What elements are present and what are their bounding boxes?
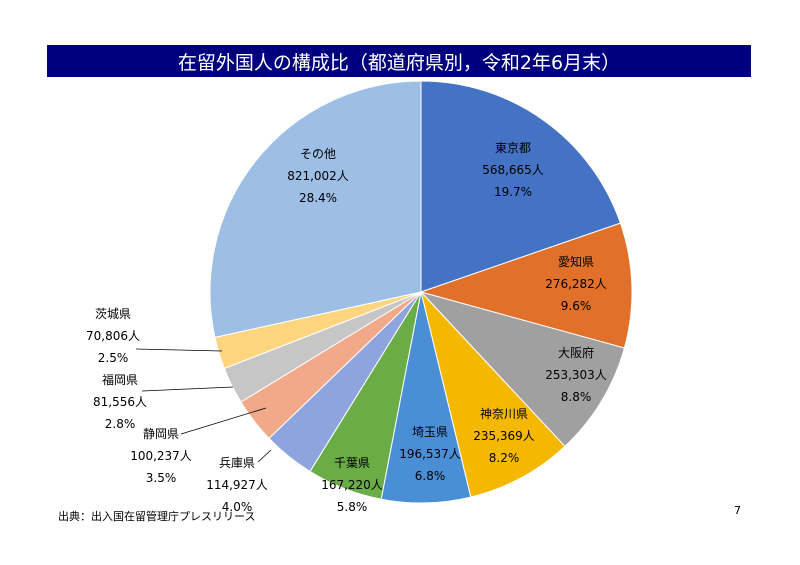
slice-value-label: 70,806人 <box>86 329 140 343</box>
slice-percent-label: 2.8% <box>105 417 136 431</box>
pie-slice-1 <box>420 80 622 293</box>
slice-value-label: 100,237人 <box>130 449 192 463</box>
pie-slice-11 <box>209 80 422 338</box>
slice-value-label: 167,220人 <box>321 478 383 492</box>
slice-value-label: 568,665人 <box>482 163 544 177</box>
slice-value-label: 276,282人 <box>545 277 607 291</box>
pie-slices <box>209 80 633 504</box>
slice-name-label: 埼玉県 <box>412 425 448 439</box>
slice-percent-label: 9.6% <box>561 299 592 313</box>
pie-slice-4 <box>420 290 566 498</box>
slice-percent-label: 2.5% <box>98 351 129 365</box>
leader-line <box>180 407 267 435</box>
slice-percent-label: 8.8% <box>561 390 592 404</box>
slice-name-label: 千葉県 <box>334 456 370 470</box>
slice-value-label: 253,303人 <box>545 368 607 382</box>
slice-name-label: 東京都 <box>495 141 531 155</box>
slice-percent-label: 3.5% <box>146 471 177 485</box>
slice-name-label: 愛知県 <box>558 255 594 269</box>
slice-name-label: その他 <box>300 147 336 161</box>
slice-name-label: 神奈川県 <box>480 407 528 421</box>
slice-percent-label: 6.8% <box>415 469 446 483</box>
source-note: 出典：出入国在留管理庁プレスリリース <box>58 510 256 523</box>
pie-slice-2 <box>419 222 633 349</box>
slice-percent-label: 8.2% <box>489 451 520 465</box>
slice-value-label: 821,002人 <box>287 169 349 183</box>
slice-labels: 東京都 568,665人 19.7% 愛知県 276,282人 9.6% 大阪府 253,30… <box>86 141 607 514</box>
slice-value-label: 235,369人 <box>473 429 535 443</box>
pie-slice-3 <box>419 291 626 448</box>
slice-name-label: 福岡県 <box>102 372 138 387</box>
page-number: 7 <box>734 504 741 517</box>
slice-value-label: 81,556人 <box>93 395 147 409</box>
slice-value-label: 196,537人 <box>399 447 461 461</box>
slice-name-label: 大阪府 <box>558 345 594 360</box>
slice-name-label: 静岡県 <box>143 427 179 441</box>
slice-percent-label: 28.4% <box>299 191 337 205</box>
slice-percent-label: 19.7% <box>494 185 532 199</box>
slice-percent-label: 4.0% <box>222 500 253 514</box>
leader-line <box>257 449 272 463</box>
slice-percent-label: 5.8% <box>337 500 368 514</box>
slice-name-label: 兵庫県 <box>219 456 255 470</box>
slice-name-label: 茨城県 <box>95 307 131 321</box>
leader-line <box>141 386 234 392</box>
slice-value-label: 114,927人 <box>206 478 268 492</box>
leader-lines <box>135 348 272 463</box>
chart-title: 在留外国人の構成比（都道府県別，令和2年6月末） <box>47 45 751 77</box>
leader-line <box>135 348 223 352</box>
